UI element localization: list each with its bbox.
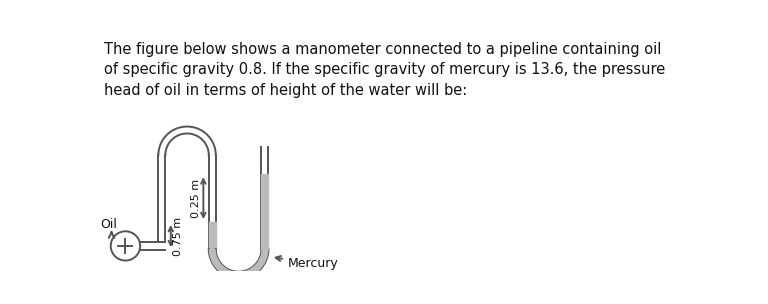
- Text: 0.75 m: 0.75 m: [173, 216, 183, 256]
- Polygon shape: [209, 249, 269, 279]
- Text: Oil: Oil: [100, 218, 117, 231]
- Text: The figure below shows a manometer connected to a pipeline containing oil
of spe: The figure below shows a manometer conne…: [104, 42, 665, 98]
- Text: Mercury: Mercury: [276, 256, 339, 270]
- Text: 0.25 m: 0.25 m: [191, 179, 201, 218]
